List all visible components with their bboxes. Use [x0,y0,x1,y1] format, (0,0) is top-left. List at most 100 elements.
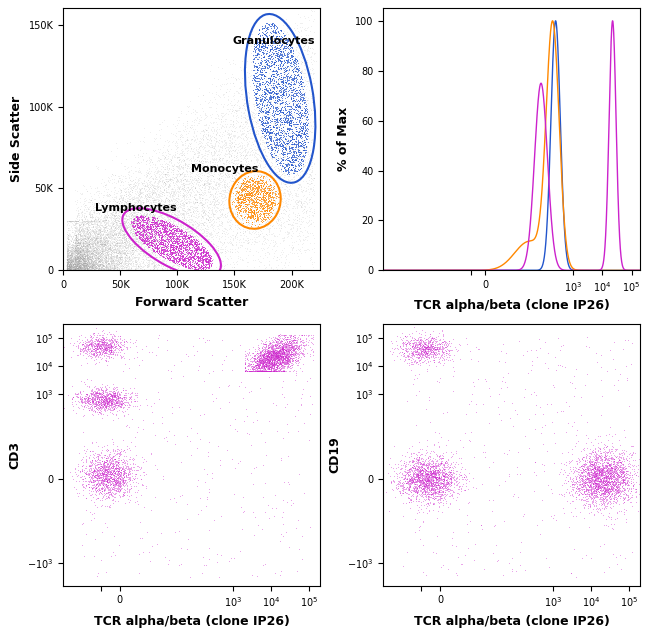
Point [167,265,177,275]
Point [266,350,277,361]
Point [448,487,459,497]
Point [421,476,431,486]
Point [280,109,290,119]
Point [272,85,282,95]
Point [291,366,302,377]
Point [406,359,417,369]
Point [500,476,511,487]
Point [77,265,88,275]
Point [165,246,176,256]
Point [125,258,136,268]
Point [166,244,176,254]
Point [259,50,270,60]
Point [288,145,298,155]
Point [292,120,302,130]
Point [77,265,87,275]
Point [84,258,95,268]
Point [132,250,142,260]
Point [608,469,618,480]
Point [75,349,85,359]
Point [67,239,77,249]
Point [575,471,585,481]
Point [218,108,228,118]
Point [424,472,434,482]
Point [429,470,439,480]
Point [261,67,271,77]
Point [426,467,437,478]
Point [431,480,441,490]
Point [409,461,419,471]
Point [145,172,155,183]
Point [166,242,176,252]
Point [415,462,425,473]
Point [77,265,87,275]
Point [590,434,600,444]
Point [118,200,128,210]
Point [241,202,252,212]
Point [606,474,617,484]
Point [291,356,302,366]
Point [418,516,428,527]
Point [75,258,85,268]
Point [67,252,77,263]
Point [261,349,272,359]
Point [255,361,266,371]
Point [412,467,423,478]
Point [79,227,89,237]
Point [244,223,255,233]
Point [294,158,304,168]
Point [82,250,92,260]
Point [270,60,281,71]
Point [270,198,281,208]
Point [81,218,91,228]
Point [604,471,615,481]
Point [113,482,124,492]
Point [283,80,294,90]
Point [95,222,105,232]
Point [411,472,421,482]
Point [276,366,287,377]
Point [295,197,306,207]
Point [122,226,133,237]
Point [84,232,94,242]
Point [298,238,308,248]
Point [100,471,110,481]
Point [79,258,90,268]
Point [181,143,192,153]
Point [85,215,96,225]
Point [107,221,118,231]
Point [149,261,159,271]
Point [83,265,93,275]
Point [72,256,82,266]
Point [229,155,240,165]
Point [255,55,266,65]
Point [283,344,293,354]
Point [281,43,292,53]
Point [256,96,266,106]
Point [284,141,294,151]
Point [84,230,94,240]
Point [248,198,259,209]
Point [264,347,274,357]
Point [177,178,188,188]
Point [283,118,294,128]
Point [271,27,281,37]
Point [265,223,275,233]
Point [75,345,86,356]
Point [277,128,287,138]
Point [85,265,96,275]
Point [95,265,105,275]
Point [166,187,176,197]
Point [597,467,608,478]
Point [62,265,72,275]
Point [225,140,235,150]
Point [153,227,163,237]
Point [298,359,309,369]
Point [595,474,605,484]
Point [168,193,178,203]
Point [81,265,91,275]
Point [121,235,131,245]
Point [74,261,85,271]
Point [566,490,577,500]
Point [145,176,155,186]
